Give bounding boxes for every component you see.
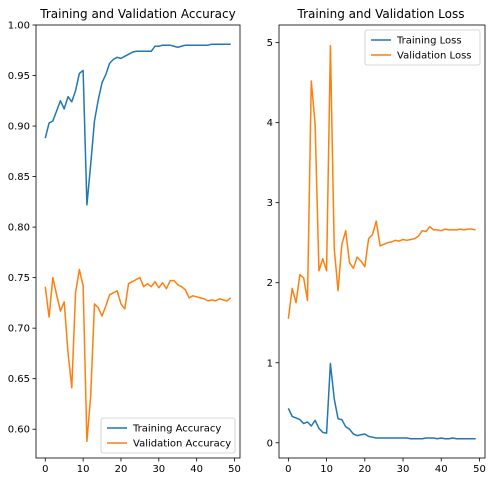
accuracy-y-tick-label: 0.60 (8, 425, 30, 436)
loss-y-tick-label: 0 (267, 438, 273, 449)
loss-x-tick-label: 50 (473, 464, 486, 475)
accuracy-y-tick-label: 0.95 (8, 71, 30, 82)
loss-legend-box (364, 29, 481, 66)
accuracy-y-tick-label: 0.90 (8, 122, 30, 133)
accuracy-y-tick-label: 0.70 (8, 324, 30, 335)
loss-y-tick-label: 5 (267, 38, 273, 49)
loss-legend: Training Loss Validation Loss (364, 29, 481, 66)
accuracy-chart-title: Training and Validation Accuracy (39, 7, 235, 21)
accuracy-x-tick-label: 50 (228, 464, 241, 475)
accuracy-y-tick-label: 0.65 (8, 374, 30, 385)
loss-chart-title: Training and Validation Loss (297, 7, 465, 21)
loss-x-tick-label: 20 (358, 464, 371, 475)
loss-y-tick-label: 4 (267, 118, 273, 129)
accuracy-y-tick-label: 0.80 (8, 223, 30, 234)
accuracy-x-tick-label: 20 (115, 464, 128, 475)
loss-chart: Training and Validation Loss 0 10 20 30 40 50… (267, 7, 486, 475)
accuracy-y-tick-label: 1.00 (8, 21, 30, 32)
accuracy-y-tick-label: 0.85 (8, 172, 30, 183)
loss-x-tick-label: 0 (285, 464, 291, 475)
accuracy-x-tick-label: 0 (42, 464, 48, 475)
accuracy-legend-box (100, 417, 236, 454)
accuracy-axes-frame (35, 24, 241, 459)
loss-x-tick-label: 40 (435, 464, 448, 475)
loss-y-tick-label: 2 (267, 278, 273, 289)
loss-series-line-0 (287, 362, 476, 440)
accuracy-series-line-0 (44, 43, 231, 206)
loss-y-tick-label: 1 (267, 358, 273, 369)
accuracy-plot-area: 0 10 20 30 40 50 0.60 0.65 0.70 0.75 0.80 0.85 0.90 0… (8, 21, 241, 476)
accuracy-x-tick-label: 40 (190, 464, 203, 475)
accuracy-legend-label-0: Training Accuracy (132, 424, 221, 435)
accuracy-x-tick-label: 30 (152, 464, 165, 475)
accuracy-legend: Training Accuracy Validation Accuracy (100, 417, 236, 454)
accuracy-chart: Training and Validation Accuracy 0 10 20 30… (8, 7, 241, 475)
accuracy-legend-label-1: Validation Accuracy (133, 439, 231, 450)
accuracy-series-line-1 (44, 268, 232, 443)
accuracy-y-tick-label: 0.75 (8, 273, 30, 284)
accuracy-x-tick-label: 10 (77, 464, 90, 475)
loss-x-tick-label: 10 (320, 464, 333, 475)
loss-legend-label-0: Training Loss (396, 36, 462, 47)
loss-plot-area: 0 10 20 30 40 50 0 1 2 3 4 5 Training Loss Validation… (267, 24, 486, 475)
loss-legend-label-1: Validation Loss (397, 51, 472, 62)
loss-axes-frame (278, 24, 486, 459)
loss-y-tick-label: 3 (267, 198, 273, 209)
loss-x-tick-label: 30 (397, 464, 410, 475)
loss-series-line-1 (287, 45, 476, 319)
